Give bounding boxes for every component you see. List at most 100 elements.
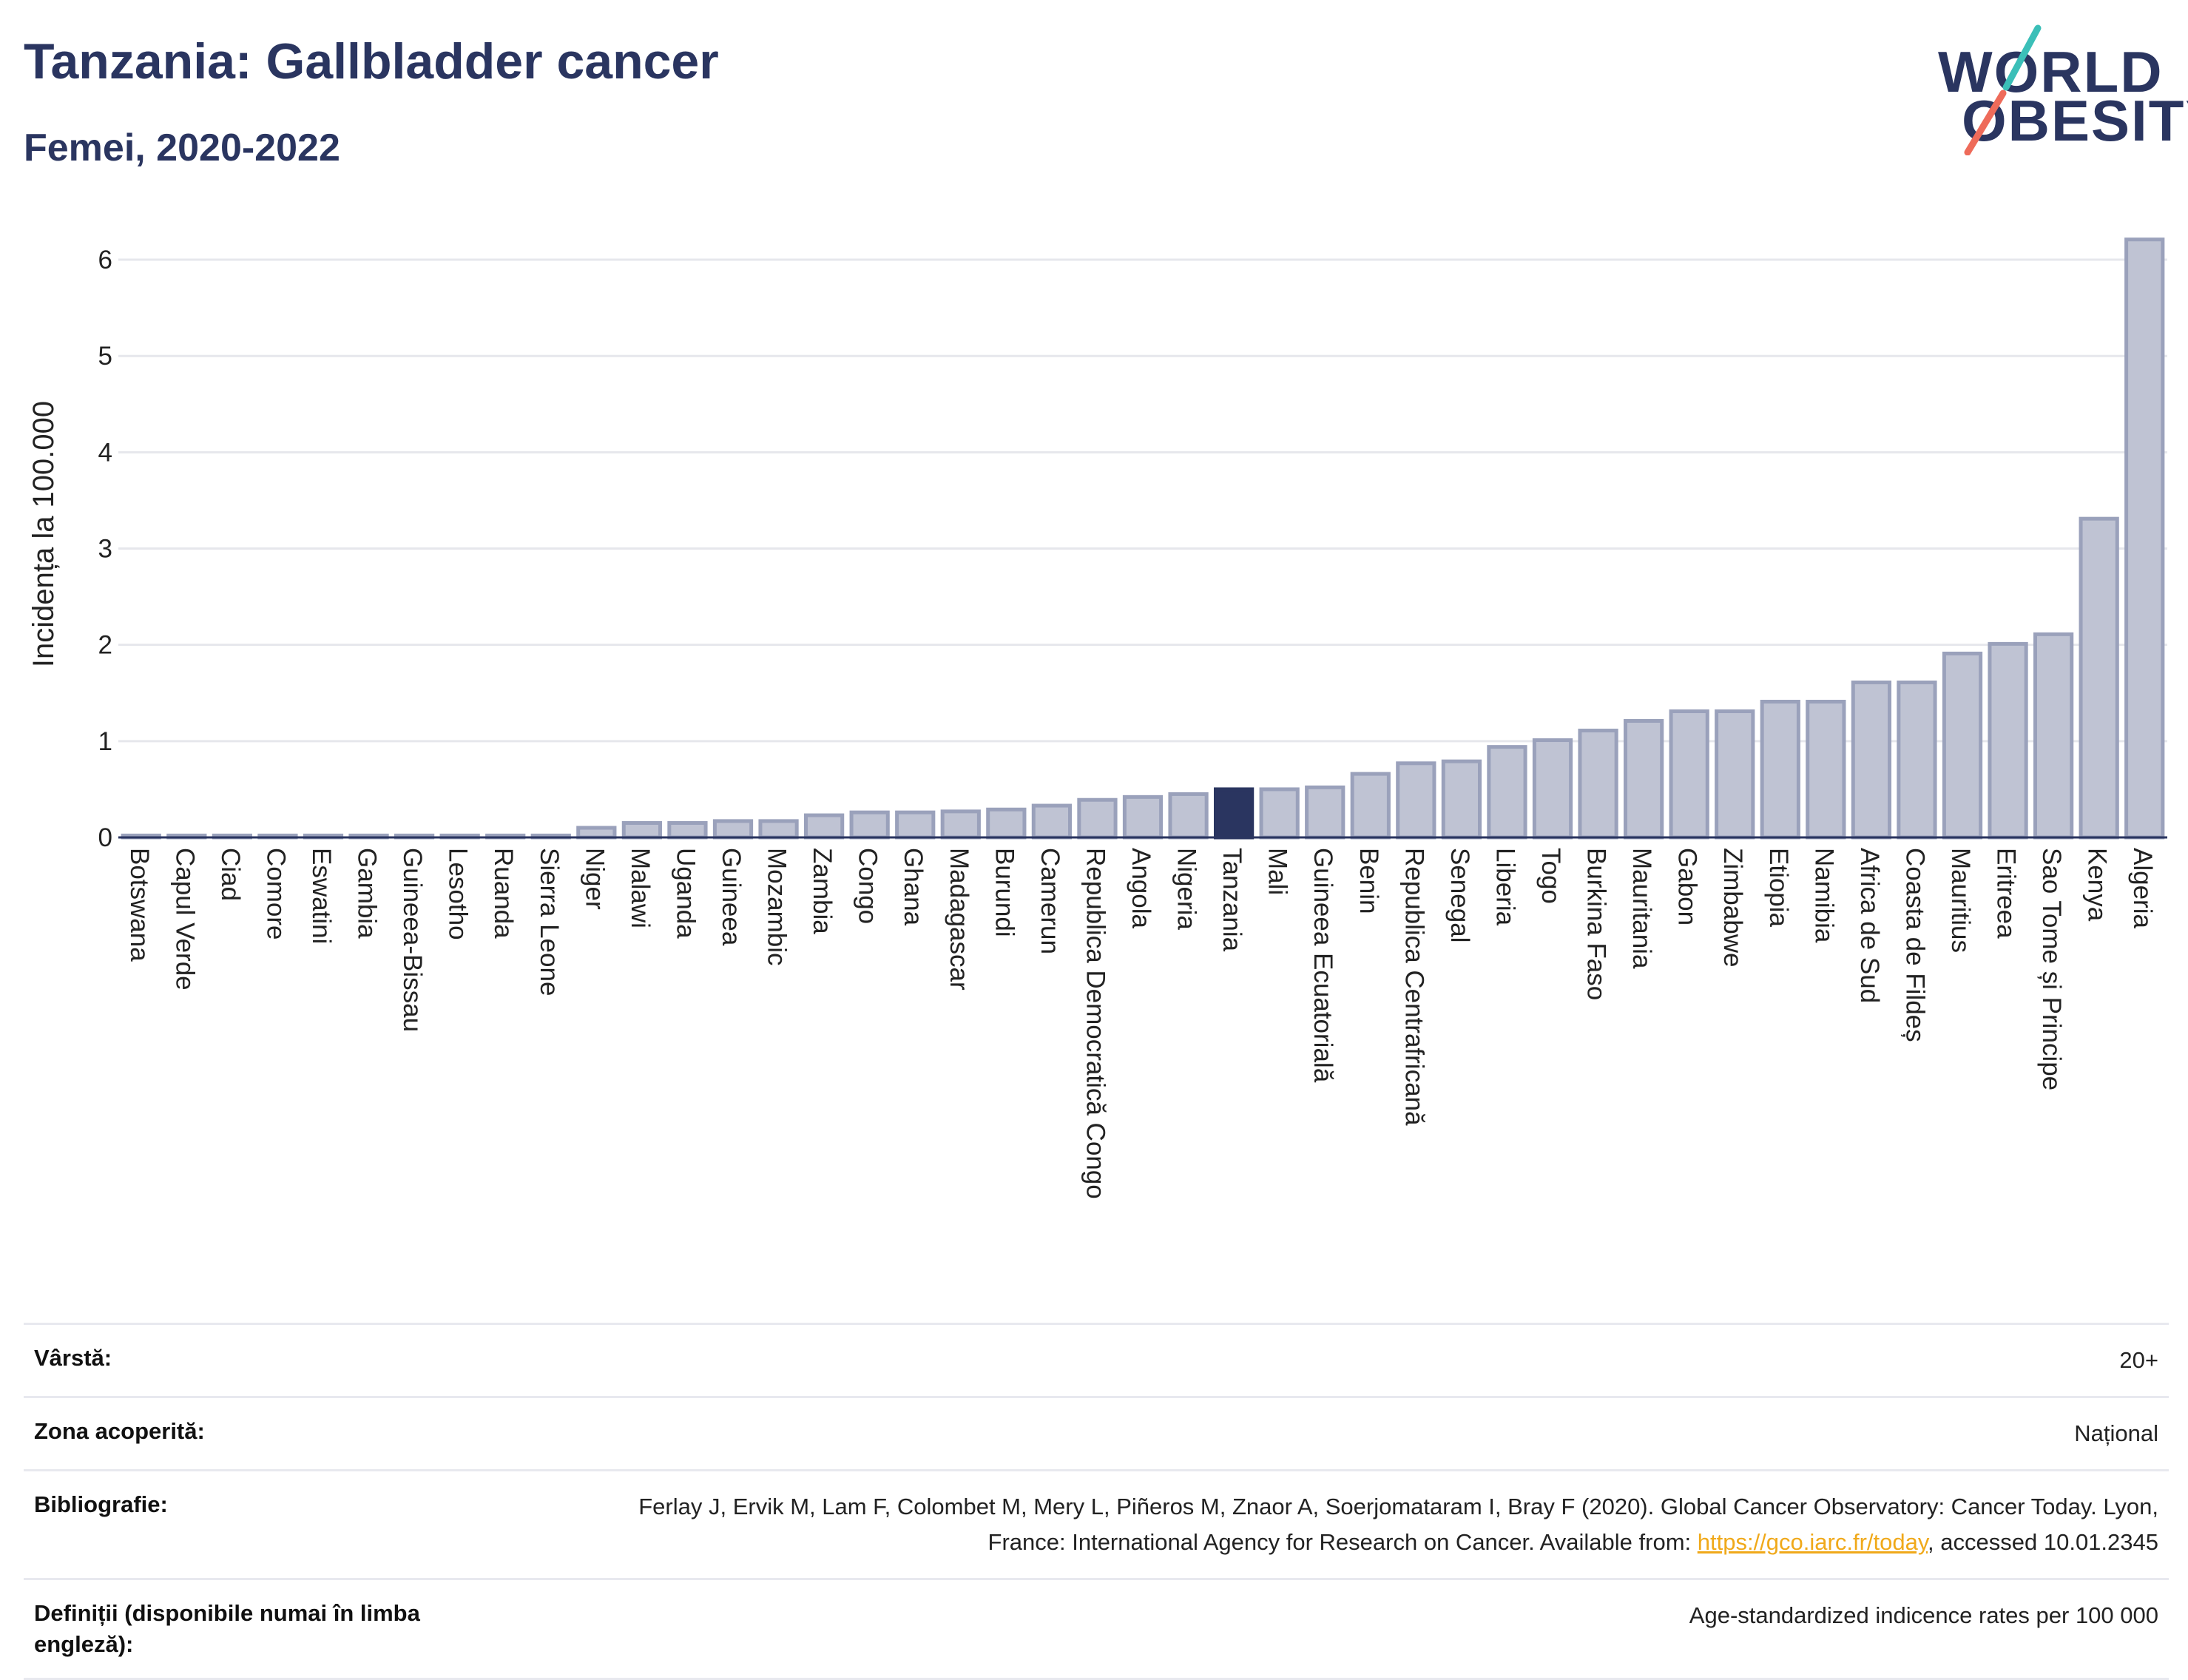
x-tick-label: Etiopia (1764, 848, 1793, 928)
x-tick-label: Congo (854, 848, 882, 924)
x-tick-label: Zimbabwe (1718, 848, 1747, 967)
y-tick-label: 4 (98, 438, 112, 467)
bar-uganda (667, 820, 708, 840)
x-tick-label: Botswana (125, 848, 154, 962)
bar-republica-democratic-congo (1077, 797, 1118, 840)
x-tick-label: Gambia (353, 848, 382, 939)
x-tick-label: Liberia (1490, 848, 1519, 926)
bar-mauritius (1942, 651, 1983, 840)
chart-subtitle: Femei, 2020-2022 (24, 126, 340, 169)
bibliography-accessed: , accessed 10.01.2345 (1928, 1529, 2158, 1556)
x-tick-label: Madagascar (945, 848, 973, 991)
x-tick-label: Tanzania (1218, 848, 1246, 952)
x-tick-label: Burundi (990, 848, 1019, 937)
bar-republica-centrafrican- (1396, 761, 1436, 840)
bar-mauritania (1623, 719, 1664, 840)
bar-namibia (1806, 699, 1846, 840)
info-value-coverage: Național (2074, 1420, 2158, 1447)
x-tick-label: Mozambic (763, 848, 791, 965)
x-tick-label: Mali (1263, 848, 1292, 895)
bar-sao-tome-i-principe (2033, 632, 2074, 840)
bar-congo (849, 810, 890, 840)
logo-word-1: WORLD (1938, 39, 2164, 104)
x-tick-label: Sao Tome și Principe (2037, 848, 2066, 1090)
bibliography-link[interactable]: https://gco.iarc.fr/today (1697, 1529, 1928, 1556)
x-tick-label: Algeria (2128, 848, 2157, 928)
bar-guineea (712, 819, 754, 840)
bar-burundi (986, 807, 1027, 840)
x-tick-label: Africa de Sud (1855, 848, 1884, 1003)
bar-tanzania (1213, 787, 1255, 840)
x-tick-label: Nigeria (1172, 848, 1201, 930)
y-axis-label: Incidența la 100.000 (27, 401, 60, 667)
info-label-bibliography: Bibliografie: (34, 1491, 168, 1518)
x-tick-label: Guineea Ecuatorială (1309, 848, 1337, 1083)
x-tick-label: Uganda (671, 848, 700, 939)
bar-gabon (1669, 709, 1709, 840)
bar-mali (1259, 787, 1300, 840)
x-tick-label: Guineea-Bissau (398, 848, 427, 1032)
x-tick-label: Ruanda (489, 848, 518, 939)
bar-benin (1350, 772, 1391, 840)
x-tick-label: Republica Centrafricană (1399, 848, 1428, 1126)
x-tick-label: Coasta de Fildeș (1900, 848, 1929, 1042)
bar-togo (1532, 738, 1573, 840)
bar-ghana (895, 810, 936, 840)
logo-slash-icon (1964, 24, 2042, 155)
bar-senegal (1441, 759, 1482, 840)
y-tick-label: 0 (98, 823, 112, 852)
x-tick-label: Mauritius (1946, 848, 1975, 953)
bar-algeria (2124, 237, 2165, 840)
y-tick-label: 3 (98, 535, 112, 564)
bar-malawi (621, 820, 663, 840)
chart-title: Tanzania: Gallbladder cancer (24, 33, 719, 90)
info-row-bibliography: Bibliografie: Ferlay J, Ervik M, Lam F, … (24, 1469, 2169, 1578)
x-tick-label: Namibia (1809, 848, 1838, 943)
x-tick-label: Zambia (808, 848, 837, 934)
bar-nigeria (1168, 792, 1209, 840)
x-tick-label: Niger (580, 848, 609, 910)
x-tick-label: Camerun (1036, 848, 1064, 954)
bar-madagascar (940, 809, 981, 840)
bar-africa-de-sud (1851, 680, 1892, 840)
bar-angola (1122, 795, 1164, 840)
x-tick-label: Ghana (899, 848, 928, 926)
x-tick-label: Comore (261, 848, 290, 939)
x-tick-labels: Botswana Capul Verde Ciad Comore Eswatini Gam… (125, 848, 2157, 1199)
x-tick-label: Eswatini (307, 848, 336, 944)
bars (121, 237, 2165, 840)
y-tick-label: 5 (98, 342, 112, 371)
info-table: Vârstă: 20+ Zona acoperită: Național Bib… (24, 1323, 2169, 1680)
info-label-age: Vârstă: (34, 1345, 112, 1371)
info-label-definitions: Definiții (disponibile numai în limba en… (34, 1600, 420, 1658)
info-value-definitions: Age-standardized indicence rates per 100… (1689, 1602, 2158, 1629)
x-tick-label: Benin (1354, 848, 1383, 914)
bar-kenya (2079, 516, 2119, 840)
bar-zambia (803, 813, 845, 840)
bar-chart: 0 1 2 3 4 5 6 Botswana Capul Verde Ciad Comore Esw… (27, 237, 2167, 1199)
x-tick-label: Ciad (216, 848, 245, 901)
x-tick-label: Togo (1536, 848, 1565, 904)
bar-burkina-faso (1578, 729, 1618, 840)
bar-guineea-ecuatorial- (1305, 785, 1345, 840)
info-row-age: Vârstă: 20+ (24, 1323, 2169, 1396)
x-tick-label: Gabon (1673, 848, 1702, 925)
x-tick-label: Sierra Leone (535, 848, 564, 996)
x-tick-label: Burkina Faso (1582, 848, 1611, 1000)
x-tick-label: Guineea (717, 848, 746, 946)
bar-niger (576, 826, 617, 840)
y-tick-labels: 0 1 2 3 4 5 6 (98, 246, 112, 852)
x-tick-label: Capul Verde (170, 848, 199, 991)
gridlines (118, 258, 2167, 743)
info-value-bibliography: Ferlay J, Ervik M, Lam F, Colombet M, Me… (605, 1489, 2158, 1560)
bar-eritreea (1988, 641, 2028, 840)
y-tick-label: 1 (98, 727, 112, 756)
world-obesity-logo: WORLD OBESITY (1923, 22, 2188, 155)
x-tick-label: Eritreea (1992, 848, 2021, 939)
x-tick-label: Malawi (626, 848, 655, 928)
bar-etiopia (1760, 699, 1800, 840)
bar-camerun (1031, 803, 1073, 840)
info-row-coverage: Zona acoperită: Național (24, 1396, 2169, 1469)
bar-liberia (1487, 745, 1527, 840)
info-value-age: 20+ (2119, 1347, 2158, 1373)
